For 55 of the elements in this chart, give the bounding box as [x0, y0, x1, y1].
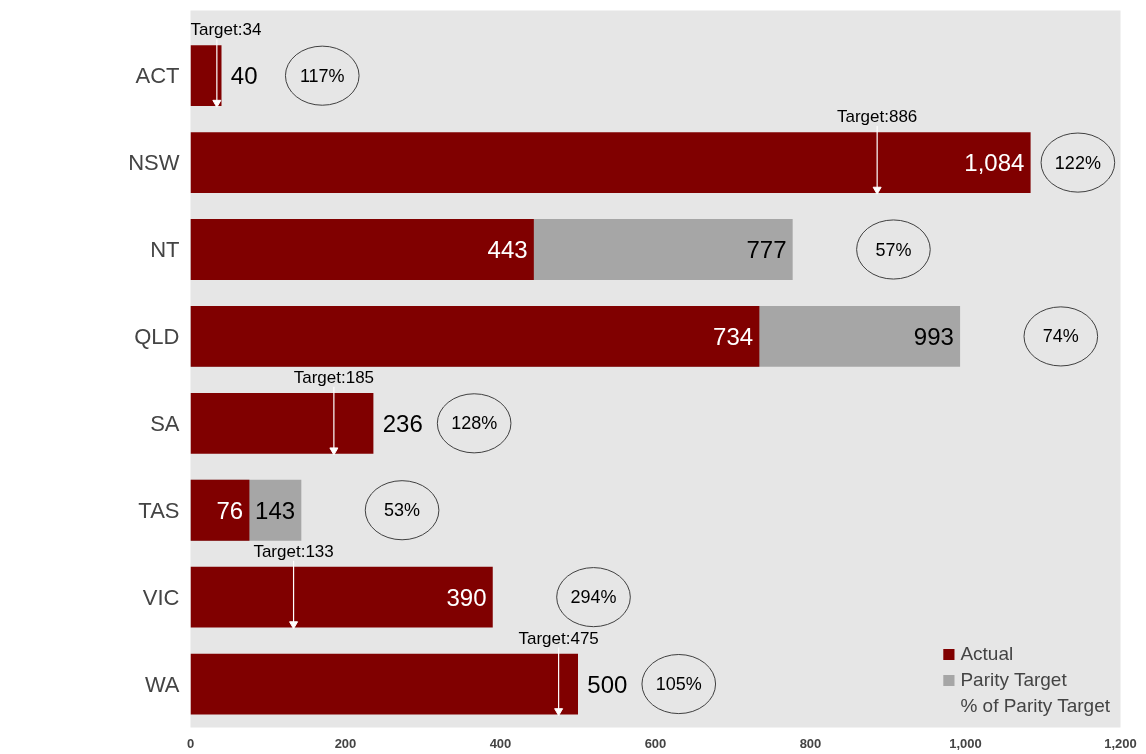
- y-tick-label: VIC: [142, 584, 180, 610]
- point: [289, 621, 299, 630]
- point: [212, 99, 222, 108]
- annotation: 53%: [384, 500, 421, 521]
- data-label: 76: [216, 496, 244, 524]
- x-tick-label: 1,200: [1104, 735, 1137, 751]
- annotation: 128%: [451, 413, 498, 434]
- bar: [190, 653, 578, 715]
- point: [554, 708, 564, 717]
- y-tick-label: NT: [150, 237, 180, 262]
- data-label: 1,084: [964, 149, 1025, 177]
- x-tick-label: 600: [644, 735, 667, 751]
- x-tick-label: 200: [334, 735, 357, 751]
- y-tick-label: WA: [144, 671, 180, 697]
- point: [872, 186, 882, 195]
- point: [329, 447, 339, 456]
- bar: [190, 479, 250, 541]
- y-tick-label: QLD: [134, 323, 180, 349]
- x-tick-label: 0: [186, 735, 195, 751]
- data-label: Target:886: [836, 107, 918, 127]
- data-label: 734: [713, 322, 754, 350]
- data-label: 500: [587, 670, 628, 698]
- bar: [190, 219, 534, 280]
- y-tick-label: TAS: [138, 497, 180, 523]
- data-label: 777: [746, 236, 787, 263]
- data-label: 390: [446, 583, 487, 611]
- y-tick-label: NSW: [128, 150, 180, 176]
- x-tick-label: 1,000: [949, 735, 982, 751]
- annotation: 294%: [570, 587, 617, 608]
- annotation: 117%: [299, 65, 345, 86]
- data-label: 993: [913, 322, 954, 350]
- data-label: Target:185: [293, 367, 375, 387]
- y-tick-label: ACT: [135, 63, 180, 89]
- annotation: 74%: [1042, 326, 1079, 347]
- data-label: 143: [255, 496, 296, 524]
- x-tick-label: 400: [489, 735, 512, 751]
- data-label: Target:34: [190, 20, 262, 40]
- data-label: 40: [230, 62, 258, 90]
- legend-label: Parity Target: [960, 669, 1067, 691]
- annotation: % of Parity Target: [960, 695, 1110, 717]
- annotation: 105%: [655, 674, 702, 695]
- annotation: 57%: [875, 239, 912, 260]
- annotation: 122%: [1054, 152, 1101, 173]
- data-label: 236: [382, 409, 423, 437]
- legend-label: Actual: [960, 643, 1014, 665]
- data-label: Target:133: [253, 541, 334, 561]
- bar: [190, 305, 760, 367]
- data-label: Target:475: [518, 628, 599, 648]
- data-label: 443: [487, 236, 528, 263]
- bar: [190, 392, 374, 454]
- bar: [190, 132, 1031, 194]
- bar: [190, 45, 222, 107]
- x-tick-label: 800: [799, 735, 822, 751]
- bar: [190, 566, 493, 628]
- y-tick-label: SA: [150, 410, 180, 436]
